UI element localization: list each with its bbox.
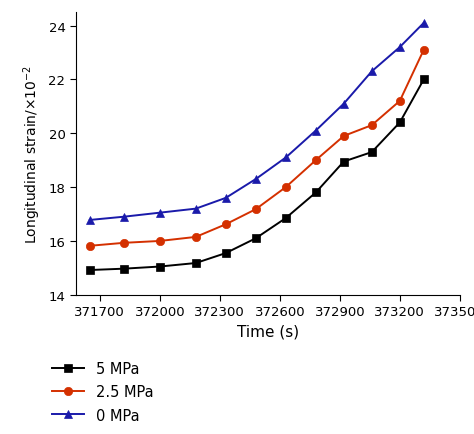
2.5 MPa bbox=[369, 123, 374, 128]
2.5 MPa bbox=[87, 243, 93, 249]
5 MPa bbox=[397, 121, 402, 126]
5 MPa bbox=[283, 216, 289, 221]
0 MPa bbox=[223, 196, 228, 201]
5 MPa bbox=[157, 264, 163, 270]
0 MPa bbox=[421, 21, 427, 26]
Y-axis label: Longitudinal strain/$\times$10$^{-2}$: Longitudinal strain/$\times$10$^{-2}$ bbox=[21, 65, 43, 243]
0 MPa bbox=[121, 214, 127, 220]
5 MPa bbox=[223, 251, 228, 256]
2.5 MPa bbox=[421, 48, 427, 53]
0 MPa bbox=[369, 69, 374, 75]
2.5 MPa bbox=[223, 222, 228, 227]
2.5 MPa bbox=[397, 99, 402, 104]
Legend: 5 MPa, 2.5 MPa, 0 MPa: 5 MPa, 2.5 MPa, 0 MPa bbox=[53, 362, 154, 423]
Line: 0 MPa: 0 MPa bbox=[86, 20, 428, 224]
0 MPa bbox=[397, 45, 402, 50]
0 MPa bbox=[283, 155, 289, 161]
5 MPa bbox=[121, 266, 127, 272]
0 MPa bbox=[87, 218, 93, 223]
5 MPa bbox=[253, 236, 259, 241]
0 MPa bbox=[341, 102, 346, 107]
0 MPa bbox=[253, 177, 259, 182]
2.5 MPa bbox=[157, 239, 163, 244]
5 MPa bbox=[193, 261, 199, 266]
Line: 2.5 MPa: 2.5 MPa bbox=[86, 46, 428, 250]
2.5 MPa bbox=[253, 207, 259, 212]
5 MPa bbox=[421, 78, 427, 83]
2.5 MPa bbox=[283, 185, 289, 190]
2.5 MPa bbox=[121, 241, 127, 246]
0 MPa bbox=[193, 207, 199, 212]
Line: 5 MPa: 5 MPa bbox=[86, 76, 428, 275]
0 MPa bbox=[157, 210, 163, 216]
5 MPa bbox=[341, 160, 346, 165]
X-axis label: Time (s): Time (s) bbox=[237, 324, 299, 339]
5 MPa bbox=[313, 191, 319, 196]
2.5 MPa bbox=[313, 158, 319, 163]
0 MPa bbox=[313, 128, 319, 134]
2.5 MPa bbox=[193, 235, 199, 240]
5 MPa bbox=[369, 150, 374, 155]
2.5 MPa bbox=[341, 134, 346, 139]
5 MPa bbox=[87, 268, 93, 273]
